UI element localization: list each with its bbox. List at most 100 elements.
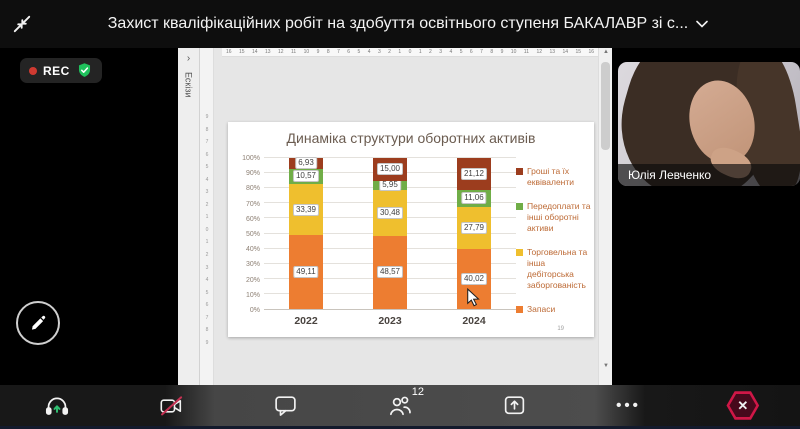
legend-swatch <box>516 203 523 211</box>
chart-legend: Гроші та їх еквіваленти Передоплати та ін… <box>516 166 592 315</box>
camera-off-button[interactable] <box>154 389 188 423</box>
bar-segment: 15,00 <box>373 158 407 181</box>
ruler-number: 3 <box>205 264 209 271</box>
bar-segment: 21,12 <box>457 158 491 190</box>
encryption-shield-icon[interactable] <box>76 62 93 79</box>
ruler-number: 5 <box>205 164 209 171</box>
participants-button[interactable]: 12 <box>383 386 424 423</box>
ruler-number: 2 <box>205 201 209 208</box>
ruler-number: 16 <box>226 49 232 55</box>
ruler-number: 7 <box>480 49 483 55</box>
ruler-number: 11 <box>523 49 529 55</box>
ruler-number: 14 <box>252 49 258 55</box>
legend-item: Передоплати та інші оборотні активи <box>516 201 592 234</box>
legend-swatch <box>516 306 523 314</box>
chat-button[interactable] <box>269 389 303 423</box>
ruler-number: 9 <box>316 49 320 55</box>
chart-plot: 49,11 33,39 10,57 6,93 48,57 30,48 5,95 15,00 40… <box>264 157 516 310</box>
ruler-number: 10 <box>510 49 517 55</box>
stacked-bar-2023: 48,57 30,48 5,95 15,00 <box>373 158 407 309</box>
camera-off-icon <box>160 395 183 415</box>
participants-count-badge: 12 <box>411 385 424 398</box>
y-axis-label: 70% <box>245 200 260 208</box>
y-axis-label: 50% <box>245 231 260 238</box>
audio-button[interactable] <box>40 389 74 423</box>
data-label: 30,48 <box>376 206 404 219</box>
data-label: 15,00 <box>376 163 404 176</box>
more-options-button[interactable]: ••• <box>612 389 646 423</box>
meeting-title-button[interactable]: Захист кваліфікаційних робіт на здобуття… <box>50 0 766 48</box>
ruler-number: 3 <box>205 189 209 196</box>
participants-icon <box>390 396 411 415</box>
y-axis-label: 10% <box>245 291 260 299</box>
legend-swatch <box>516 168 523 175</box>
bar-segment: 10,57 <box>289 168 323 185</box>
scrollbar-thumb[interactable] <box>601 62 610 150</box>
leave-meeting-button[interactable]: ✕ <box>726 389 760 423</box>
data-label: 5,95 <box>379 179 401 192</box>
ruler-number: 8 <box>326 49 330 55</box>
slide-scrollbar[interactable]: ▲ ▼ <box>598 48 612 385</box>
bar-column: 40,02 27,79 11,06 21,12 <box>432 158 516 309</box>
thumbnails-panel-collapsed[interactable]: › Ескізи <box>178 48 200 385</box>
share-button[interactable] <box>497 389 531 423</box>
vertical-ruler: 9 8 7 6 5 4 3 2 1 0 1 2 3 4 5 6 7 8 9 <box>200 48 214 385</box>
y-axis-label: 60% <box>245 215 260 223</box>
ruler-number: 12 <box>278 49 284 55</box>
bottom-edge-strip <box>0 426 800 429</box>
y-axis-label: 40% <box>245 246 260 254</box>
ruler-number: 2 <box>388 49 391 55</box>
ruler-number: 2 <box>205 252 209 259</box>
y-axis-label: 80% <box>245 185 260 193</box>
bar-column: 49,11 33,39 10,57 6,93 <box>264 157 348 309</box>
recording-label: REC <box>43 63 70 78</box>
ruler-number: 14 <box>562 49 568 55</box>
meeting-title: Захист кваліфікаційних робіт на здобуття… <box>107 15 689 32</box>
data-label: 11,06 <box>461 192 487 205</box>
ruler-number: 5 <box>357 49 361 55</box>
bar-column: 48,57 30,48 5,95 15,00 <box>348 158 432 309</box>
data-label: 10,57 <box>292 170 320 183</box>
panel-expand-icon[interactable]: › <box>186 53 191 64</box>
bottom-toolbar: 12 ••• ✕ <box>0 385 800 426</box>
annotate-button[interactable] <box>16 301 60 345</box>
recording-dot-icon <box>29 66 37 75</box>
ruler-number: 7 <box>205 314 209 321</box>
ruler-number: 13 <box>549 49 555 55</box>
ruler-number: 8 <box>490 49 494 55</box>
legend-label: Торговельна та інша дебіторська заборгов… <box>527 247 588 291</box>
horizontal-ruler: 16 15 14 13 12 11 10 9 8 7 6 5 4 3 2 1 0 1 2 3 4 5 6 7 8 9 10 11 12 1… <box>222 48 598 57</box>
legend-item: Гроші та їх еквіваленти <box>516 166 592 188</box>
y-axis-label: 90% <box>245 170 260 178</box>
slide-page-number: 19 <box>557 326 564 332</box>
ruler-number: 7 <box>337 49 340 55</box>
more-dots-icon: ••• <box>616 397 641 414</box>
share-screen-icon <box>504 396 524 415</box>
scroll-up-icon[interactable]: ▲ <box>603 49 609 55</box>
legend-item: Запаси <box>516 304 592 315</box>
bar-segment: 48,57 <box>373 235 407 309</box>
ruler-number: 10 <box>303 49 310 55</box>
y-axis-label: 30% <box>245 261 260 269</box>
chevron-down-icon <box>696 20 709 28</box>
minimize-meeting-icon[interactable] <box>12 14 32 34</box>
ruler-number: 0 <box>408 49 412 55</box>
ruler-number: 2 <box>429 49 432 55</box>
close-icon: ✕ <box>729 394 757 417</box>
bar-segment: 11,06 <box>457 189 491 207</box>
presentation-slide: Динаміка структури оборотних активів 0% 1… <box>228 122 594 337</box>
vertical-ruler-numbers: 9 8 7 6 5 4 3 2 1 0 1 2 3 4 5 6 7 8 9 <box>202 114 212 346</box>
chart-bars: 49,11 33,39 10,57 6,93 48,57 30,48 5,95 15,00 40… <box>264 157 516 309</box>
scroll-down-icon[interactable]: ▼ <box>603 363 609 369</box>
bar-segment: 30,48 <box>373 189 407 236</box>
legend-item: Торговельна та інша дебіторська заборгов… <box>516 247 592 291</box>
bar-segment: 33,39 <box>289 184 323 235</box>
data-label: 6,93 <box>295 157 317 170</box>
data-label: 40,02 <box>460 272 488 285</box>
legend-swatch <box>516 249 523 257</box>
webcam-video[interactable]: Юлія Левченко <box>618 62 800 186</box>
legend-label: Передоплати та інші оборотні активи <box>527 201 591 234</box>
chart-title: Динаміка структури оборотних активів <box>286 130 536 146</box>
ruler-number: 6 <box>205 302 209 309</box>
